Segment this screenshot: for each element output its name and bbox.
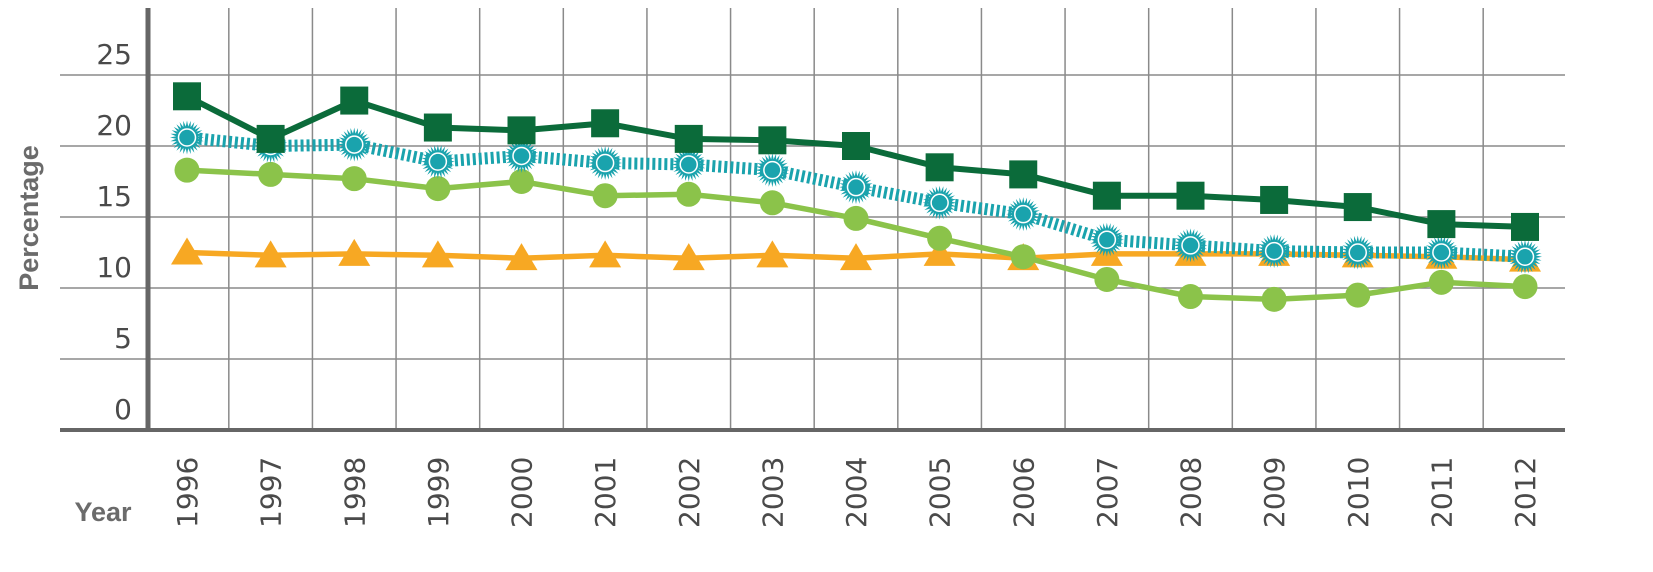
data-point-triangle (923, 238, 956, 266)
data-point-square (256, 124, 285, 153)
gridlines (60, 8, 1565, 430)
data-point-square (1427, 210, 1456, 239)
sunburst-marker-core (595, 153, 615, 173)
sunburst-marker-core (177, 128, 197, 147)
data-point-square (674, 124, 703, 153)
data-point-circle (592, 183, 618, 209)
sunburst-marker-core (930, 193, 949, 213)
data-point-triangle (171, 237, 203, 265)
tick-labels: 0 5 10 15 20 25 1996 1997 1998 1999 2000 2001 2002 20… (96, 38, 1542, 528)
sunburst-marker-core (1515, 247, 1535, 267)
data-point-circle (425, 176, 451, 202)
data-point-triangle (338, 238, 371, 266)
data-point-square (591, 109, 620, 138)
data-point-triangle (589, 240, 622, 268)
x-tick-label: 2009 (1258, 457, 1291, 528)
y-tick-label: 25 (96, 38, 132, 71)
data-point-square (1092, 181, 1121, 210)
data-point-triangle (421, 240, 454, 268)
x-tick-label: 2000 (506, 457, 539, 528)
x-tick-label: 2012 (1509, 457, 1542, 528)
x-tick-label: 2010 (1342, 457, 1375, 528)
sunburst-marker-core (345, 135, 364, 154)
data-point-square (925, 153, 954, 182)
sunburst-marker-core (763, 160, 782, 180)
x-tick-label: 2002 (673, 457, 706, 528)
y-axis-title: Percentage (14, 145, 44, 291)
y-tick-label: 5 (114, 322, 132, 355)
x-tick-label: 2011 (1425, 457, 1458, 528)
x-tick-label: 1999 (422, 457, 455, 528)
sunburst-marker-core (1264, 241, 1284, 261)
x-tick-label: 2004 (840, 457, 873, 528)
data-point-circle (1261, 286, 1287, 312)
x-tick-label: 1998 (338, 457, 371, 528)
series-group (170, 82, 1542, 312)
data-point-circle (1428, 269, 1454, 295)
x-tick-label: 2006 (1007, 457, 1040, 528)
data-point-circle (927, 225, 953, 251)
series-square (173, 82, 1539, 241)
data-point-circle (509, 169, 534, 194)
data-point-circle (676, 181, 702, 207)
data-point-circle (1178, 284, 1203, 310)
data-point-triangle (756, 240, 789, 268)
data-point-circle (1094, 266, 1120, 292)
data-point-circle (843, 205, 869, 231)
data-point-square (507, 116, 536, 145)
x-tick-label: 2005 (924, 457, 957, 528)
data-point-circle (341, 166, 367, 192)
y-tick-label: 20 (96, 109, 132, 142)
data-point-triangle (840, 243, 872, 271)
data-point-square (1176, 181, 1205, 210)
data-point-circle (759, 190, 785, 216)
data-point-circle (1345, 282, 1371, 308)
x-tick-label: 1997 (255, 457, 288, 528)
sunburst-marker-core (679, 155, 698, 174)
sunburst-marker-core (1348, 243, 1367, 262)
data-point-circle (1010, 244, 1036, 270)
axes (60, 8, 1565, 432)
data-point-circle (258, 161, 284, 187)
sunburst-marker-core (846, 177, 866, 197)
data-point-square (173, 82, 201, 111)
data-point-square (340, 86, 369, 115)
sunburst-marker-core (428, 152, 448, 171)
series-circle (174, 157, 1538, 312)
data-point-square (1260, 185, 1289, 214)
sunburst-marker-core (1014, 204, 1033, 224)
x-tick-label: 2003 (756, 457, 789, 528)
data-point-square (423, 113, 452, 142)
data-point-circle (1512, 274, 1538, 300)
data-point-square (1511, 212, 1539, 241)
data-point-square (842, 132, 870, 160)
x-tick-label: 1996 (171, 457, 204, 528)
x-tick-label: 2001 (589, 457, 622, 528)
data-point-square (758, 126, 787, 155)
y-tick-label: 0 (114, 393, 132, 426)
x-tick-label: 2008 (1175, 457, 1208, 528)
sunburst-marker-core (1097, 230, 1117, 249)
sunburst-marker-core (512, 146, 531, 166)
data-point-triangle (672, 243, 705, 271)
data-point-circle (174, 157, 200, 183)
data-point-square (1343, 193, 1372, 222)
data-point-triangle (505, 243, 538, 271)
series-triangle (171, 237, 1541, 272)
data-point-triangle (254, 240, 287, 268)
sunburst-marker-core (1181, 236, 1200, 255)
x-tick-label: 2007 (1091, 457, 1124, 528)
data-point-square (1009, 160, 1038, 189)
x-axis-title: Year (74, 497, 132, 527)
y-tick-label: 15 (96, 180, 132, 213)
y-tick-label: 10 (96, 251, 132, 284)
sunburst-marker-core (1432, 243, 1451, 262)
